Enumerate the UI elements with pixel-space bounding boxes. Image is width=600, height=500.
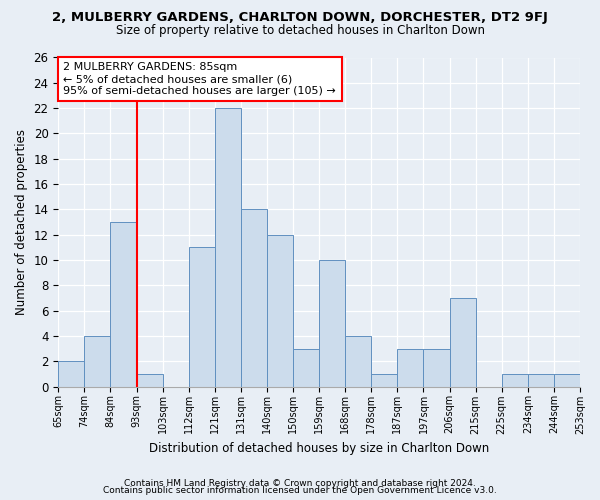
Bar bbox=[449, 298, 476, 386]
Bar bbox=[371, 374, 397, 386]
Bar bbox=[554, 374, 580, 386]
Bar bbox=[189, 248, 215, 386]
Bar bbox=[345, 336, 371, 386]
Bar bbox=[215, 108, 241, 386]
Bar bbox=[319, 260, 345, 386]
Text: Contains HM Land Registry data © Crown copyright and database right 2024.: Contains HM Land Registry data © Crown c… bbox=[124, 478, 476, 488]
Bar bbox=[110, 222, 137, 386]
Text: Contains public sector information licensed under the Open Government Licence v3: Contains public sector information licen… bbox=[103, 486, 497, 495]
X-axis label: Distribution of detached houses by size in Charlton Down: Distribution of detached houses by size … bbox=[149, 442, 489, 455]
Bar bbox=[528, 374, 554, 386]
Text: Size of property relative to detached houses in Charlton Down: Size of property relative to detached ho… bbox=[115, 24, 485, 37]
Bar bbox=[397, 348, 424, 387]
Bar bbox=[502, 374, 528, 386]
Bar bbox=[267, 234, 293, 386]
Bar bbox=[424, 348, 449, 387]
Text: 2 MULBERRY GARDENS: 85sqm
← 5% of detached houses are smaller (6)
95% of semi-de: 2 MULBERRY GARDENS: 85sqm ← 5% of detach… bbox=[64, 62, 336, 96]
Text: 2, MULBERRY GARDENS, CHARLTON DOWN, DORCHESTER, DT2 9FJ: 2, MULBERRY GARDENS, CHARLTON DOWN, DORC… bbox=[52, 11, 548, 24]
Bar bbox=[137, 374, 163, 386]
Y-axis label: Number of detached properties: Number of detached properties bbox=[15, 129, 28, 315]
Bar bbox=[58, 361, 85, 386]
Bar bbox=[85, 336, 110, 386]
Bar bbox=[241, 210, 267, 386]
Bar bbox=[293, 348, 319, 387]
